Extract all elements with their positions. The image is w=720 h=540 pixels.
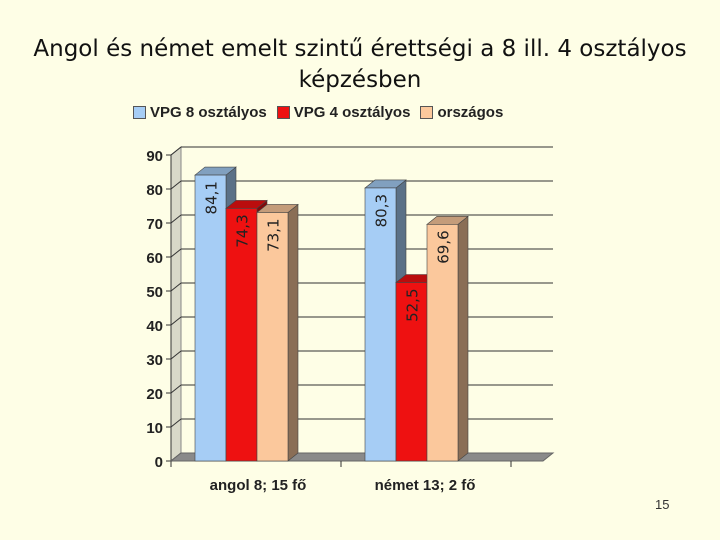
gridline-side <box>170 248 182 258</box>
bar <box>395 282 428 462</box>
bar-side <box>457 215 469 462</box>
y-tick-label: 40 <box>146 318 163 335</box>
legend-item-vpg8: VPG 8 osztályos <box>133 104 267 121</box>
chart-title: Angol és német emelt szintű érettségi a … <box>33 36 687 93</box>
data-label: 84,1 <box>203 181 221 214</box>
page-number: 15 <box>655 497 670 512</box>
data-label: 74,3 <box>234 214 252 247</box>
plot-side-wall <box>170 145 182 463</box>
legend-label-vpg4: VPG 4 osztályos <box>293 104 411 121</box>
legend-swatch-vpg8 <box>133 106 146 119</box>
bar <box>364 187 397 462</box>
legend-label-vpg8: VPG 8 osztályos <box>150 104 267 121</box>
x-tick-label: német 13; 2 fő <box>375 477 476 494</box>
bar-side <box>287 203 299 462</box>
y-tick-label: 90 <box>146 148 163 165</box>
y-tick-label: 0 <box>155 454 163 471</box>
data-label: 52,5 <box>404 289 422 322</box>
bar <box>194 174 227 462</box>
legend-swatch-vpg4 <box>276 106 290 119</box>
bar <box>426 224 459 462</box>
gridline-side <box>170 316 182 326</box>
y-tick-label: 30 <box>146 352 163 369</box>
gridline-side <box>170 146 182 156</box>
y-tick-label: 20 <box>146 386 163 403</box>
legend-item-orszagos: országos <box>420 104 503 121</box>
bar <box>256 212 289 462</box>
data-label: 73,1 <box>265 218 283 251</box>
data-label: 69,6 <box>435 230 453 263</box>
gridline-side <box>170 214 182 224</box>
x-tick-label: angol 8; 15 fő <box>210 477 307 494</box>
legend-label-orszagos: országos <box>437 104 504 121</box>
y-tick-label: 10 <box>146 420 163 437</box>
gridline-side <box>170 384 182 394</box>
legend: VPG 8 osztályos VPG 4 osztályos országos <box>133 104 503 121</box>
y-tick-label: 80 <box>146 182 163 199</box>
y-tick-label: 50 <box>146 284 163 301</box>
gridline-side <box>170 282 182 292</box>
gridline-side <box>170 350 182 360</box>
y-tick-label: 60 <box>146 250 163 267</box>
bar <box>225 208 258 462</box>
y-tick-label: 70 <box>146 216 163 233</box>
legend-swatch-orszagos <box>420 106 434 119</box>
gridline-side <box>170 418 182 428</box>
data-label: 80,3 <box>373 194 391 227</box>
legend-item-vpg4: VPG 4 osztályos <box>276 104 411 121</box>
gridline-side <box>170 180 182 190</box>
